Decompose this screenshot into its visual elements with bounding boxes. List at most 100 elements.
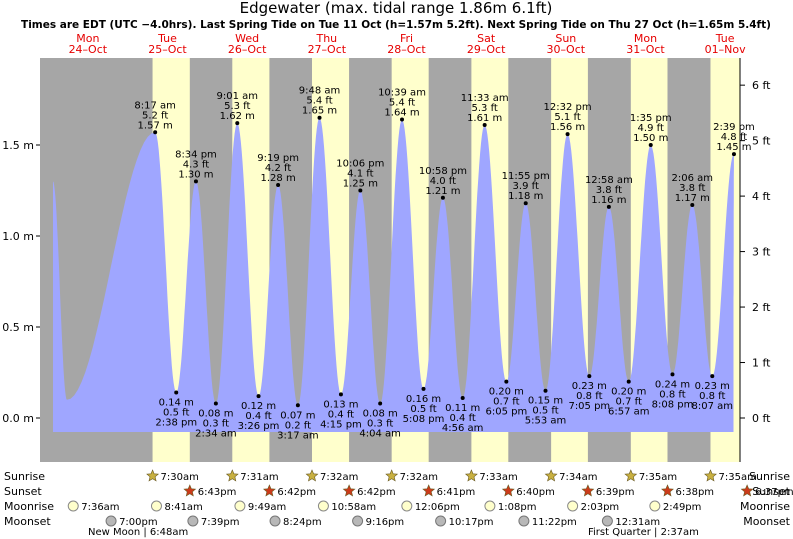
tide-height-m: 0.20 m [489, 387, 524, 398]
tide-height-ft: 5.4 ft [389, 98, 415, 109]
sunrise-time: 7:30am [161, 472, 199, 483]
tide-point [690, 203, 695, 208]
tide-point [421, 386, 426, 391]
sunset-icon [342, 484, 356, 497]
tide-height-ft: 4.3 ft [183, 159, 209, 170]
left-tick-label: 1.5 m [2, 139, 34, 152]
moonrise-icon [150, 500, 162, 512]
sunset-icon [581, 484, 595, 497]
tide-height-m: 1.62 m [220, 111, 255, 122]
day-name: Mon [634, 32, 657, 45]
tide-height-ft: 0.8 ft [659, 389, 685, 400]
day-date: 30–Oct [547, 43, 586, 56]
moonset-icon [601, 515, 613, 527]
moonrise-time: 7:36am [81, 502, 119, 513]
tide-height-m: 1.50 m [633, 133, 668, 144]
tide-point [606, 204, 611, 209]
tide-height-m: 1.57 m [138, 120, 173, 131]
tide-height-m: 0.14 m [159, 398, 194, 409]
tide-time: 9:01 am [217, 91, 259, 102]
day-name: Sat [477, 32, 496, 45]
tide-height-m: 1.65 m [302, 106, 337, 117]
day-date: 28–Oct [387, 43, 426, 56]
moonset-time: 8:24pm [283, 517, 322, 528]
sunrise-icon [385, 469, 399, 482]
tide-time: 8:07 am [692, 401, 734, 412]
tide-point [670, 372, 675, 377]
tide-point [565, 132, 570, 137]
sunrise-time: 7:32am [400, 472, 438, 483]
moonrise-time: 8:41am [164, 502, 202, 513]
moonset-time: 11:22pm [532, 517, 577, 528]
tide-height-m: 0.11 m [445, 403, 480, 414]
sunrise-time: 7:34am [559, 472, 597, 483]
row-label-left: Sunrise [4, 470, 45, 483]
sunset-time: 6:41pm [437, 487, 476, 498]
tide-point [626, 379, 631, 384]
tide-height-ft: 4.1 ft [347, 169, 373, 180]
tide-height-ft: 0.3 ft [203, 418, 229, 429]
tide-time: 9:48 am [299, 86, 341, 97]
tide-time: 3:26 pm [238, 421, 280, 432]
tide-time: 9:19 pm [257, 153, 299, 164]
right-tick-label: 6 ft [752, 79, 771, 92]
tide-point [174, 390, 179, 395]
moonrise-time: 9:49am [248, 502, 286, 513]
day-name: Tue [715, 32, 735, 45]
moonset-icon [435, 515, 447, 527]
right-tick-label: 4 ft [752, 190, 771, 203]
sunset-time: 6:37pm [755, 487, 793, 498]
moonset-icon [518, 515, 530, 527]
right-tick-label: 5 ft [752, 135, 771, 148]
moonset-time: 7:39pm [201, 517, 240, 528]
tide-height-ft: 3.8 ft [679, 183, 705, 194]
sunrise-time: 7:31am [240, 472, 278, 483]
moonrise-time: 12:06pm [415, 502, 460, 513]
tide-height-ft: 0.3 ft [367, 418, 393, 429]
tide-height-ft: 0.5 ft [410, 404, 436, 415]
tide-point [523, 201, 528, 206]
tide-point [193, 179, 198, 184]
day-name: Mon [76, 32, 99, 45]
right-tick-label: 0 ft [752, 412, 771, 425]
tide-height-ft: 5.3 ft [471, 103, 497, 114]
day-name: Fri [400, 32, 413, 45]
moonrise-icon [67, 500, 79, 512]
tide-point [295, 403, 300, 408]
tide-point [317, 115, 322, 120]
tide-point [338, 392, 343, 397]
tide-point [276, 183, 281, 188]
tide-height-ft: 5.2 ft [142, 110, 168, 121]
tide-height-ft: 5.1 ft [554, 112, 580, 123]
moonset-time: 7:00pm [119, 517, 158, 528]
moonrise-time: 10:58am [331, 502, 376, 513]
tide-point [358, 188, 363, 193]
tide-height-ft: 4.9 ft [638, 123, 664, 134]
sunset-time: 6:38pm [675, 487, 714, 498]
sunrise-time: 7:35am [718, 472, 756, 483]
tide-height-m: 1.61 m [467, 113, 502, 124]
day-name: Sun [555, 32, 576, 45]
tide-point [543, 388, 548, 393]
day-date: 26–Oct [228, 43, 267, 56]
tide-time: 2:34 am [195, 428, 237, 439]
day-name: Thu [315, 32, 337, 45]
tide-height-m: 1.18 m [508, 191, 543, 202]
sunset-time: 6:39pm [596, 487, 635, 498]
tide-height-ft: 0.4 ft [245, 411, 271, 422]
row-label-left: Sunset [4, 485, 42, 498]
tide-height-ft: 0.7 ft [616, 397, 642, 408]
tide-height-m: 0.24 m [655, 379, 690, 390]
tide-time: 7:05 pm [568, 401, 610, 412]
tide-point [710, 374, 715, 379]
tide-height-ft: 0.5 ft [532, 406, 558, 417]
tide-height-ft: 5.3 ft [224, 101, 250, 112]
tide-height-m: 0.08 m [198, 408, 233, 419]
row-label-right: Sunrise [749, 470, 790, 483]
row-label-left: Moonrise [4, 500, 54, 513]
tide-time: 8:08 pm [652, 399, 694, 410]
left-tick-label: 1.0 m [2, 230, 34, 243]
left-tick-label: 0.5 m [2, 321, 34, 334]
tide-height-ft: 4.8 ft [721, 132, 747, 143]
